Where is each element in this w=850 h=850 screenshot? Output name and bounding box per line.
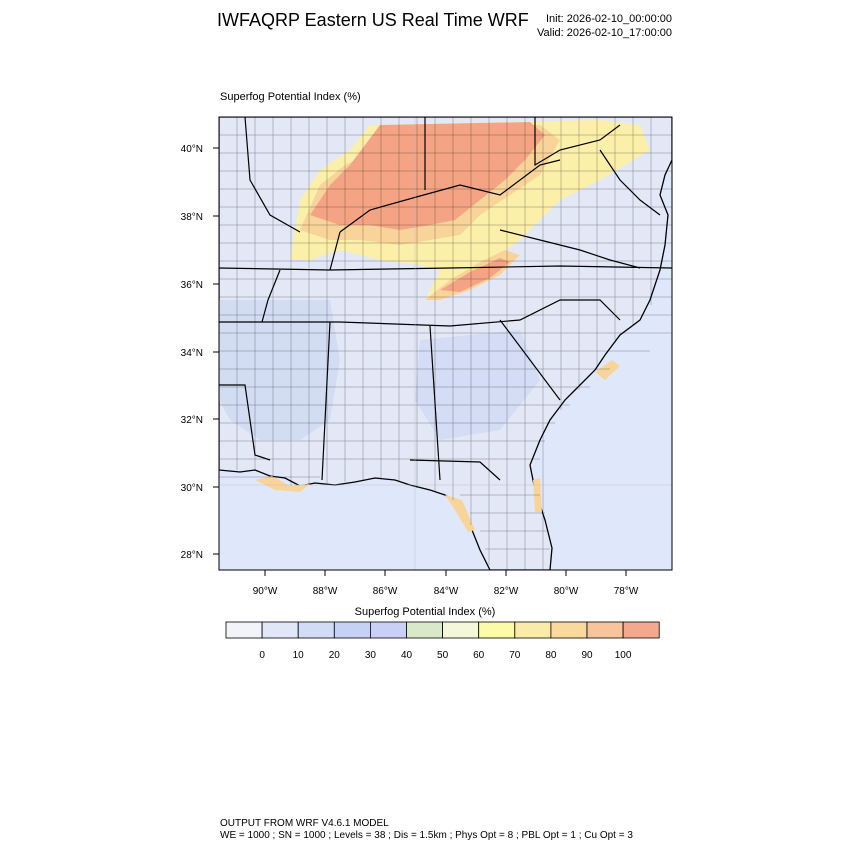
- colorbar-bin: [442, 621, 480, 639]
- lon-label: 84°W: [434, 586, 459, 597]
- colorbar-bin: [586, 621, 624, 639]
- colorbar-bin: [333, 621, 371, 639]
- colorbar-label: 20: [329, 650, 341, 661]
- valid-time: Valid: 2026-02-10_17:00:00: [537, 27, 672, 39]
- colorbar-label: 80: [545, 650, 557, 661]
- colorbar-labels: 0 10 20 30 40 50 60 70 80 90 100: [259, 650, 632, 661]
- colorbar-bin: [369, 621, 407, 639]
- county-lines: [219, 117, 672, 570]
- lon-label: 80°W: [554, 586, 579, 597]
- model-params: WE = 1000 ; SN = 1000 ; Levels = 38 ; Di…: [220, 830, 633, 841]
- colorbar: [225, 621, 660, 639]
- init-time: Init: 2026-02-10_00:00:00: [546, 13, 672, 25]
- colorbar-title: Superfog Potential Index (%): [354, 606, 496, 618]
- lon-label: 78°W: [614, 586, 639, 597]
- map-area: [219, 117, 672, 570]
- lon-label: 82°W: [494, 586, 519, 597]
- lon-label: 86°W: [373, 586, 398, 597]
- lat-labels: 40°N 38°N 36°N 34°N 32°N 30°N 28°N: [181, 144, 203, 561]
- lat-label: 32°N: [181, 415, 203, 426]
- colorbar-label: 70: [509, 650, 521, 661]
- colorbar-bin: [261, 621, 299, 639]
- colorbar-label: 0: [259, 650, 265, 661]
- lat-label: 28°N: [181, 550, 203, 561]
- lon-ticks: [264, 570, 627, 576]
- colorbar-bin: [514, 621, 552, 639]
- lat-label: 34°N: [181, 348, 203, 359]
- high-index-region: [310, 122, 545, 230]
- colorbar-bin: [478, 621, 516, 639]
- colorbar-bin: [225, 621, 263, 639]
- colorbar-bin: [406, 621, 443, 639]
- colorbar-label: 40: [401, 650, 413, 661]
- colorbar-label: 10: [293, 650, 305, 661]
- lon-label: 90°W: [253, 586, 278, 597]
- lat-label: 36°N: [181, 280, 203, 291]
- lat-label: 38°N: [181, 212, 203, 223]
- colorbar-label: 100: [615, 650, 632, 661]
- colorbar-bin: [550, 621, 588, 639]
- map-subtitle: Superfog Potential Index (%): [220, 91, 361, 103]
- colorbar-label: 60: [473, 650, 485, 661]
- colorbar-bin: [622, 621, 660, 639]
- lat-label: 40°N: [181, 144, 203, 155]
- model-info: OUTPUT FROM WRF V4.6.1 MODEL: [220, 818, 389, 829]
- lon-label: 88°W: [313, 586, 338, 597]
- colorbar-label: 50: [437, 650, 449, 661]
- lat-label: 30°N: [181, 483, 203, 494]
- lat-ticks: [213, 147, 219, 555]
- colorbar-label: 90: [581, 650, 593, 661]
- colorbar-label: 30: [365, 650, 377, 661]
- main-title: IWFAQRP Eastern US Real Time WRF: [217, 10, 529, 30]
- colorbar-bin: [297, 621, 335, 639]
- lon-labels: 90°W 88°W 86°W 84°W 82°W 80°W 78°W: [253, 586, 639, 597]
